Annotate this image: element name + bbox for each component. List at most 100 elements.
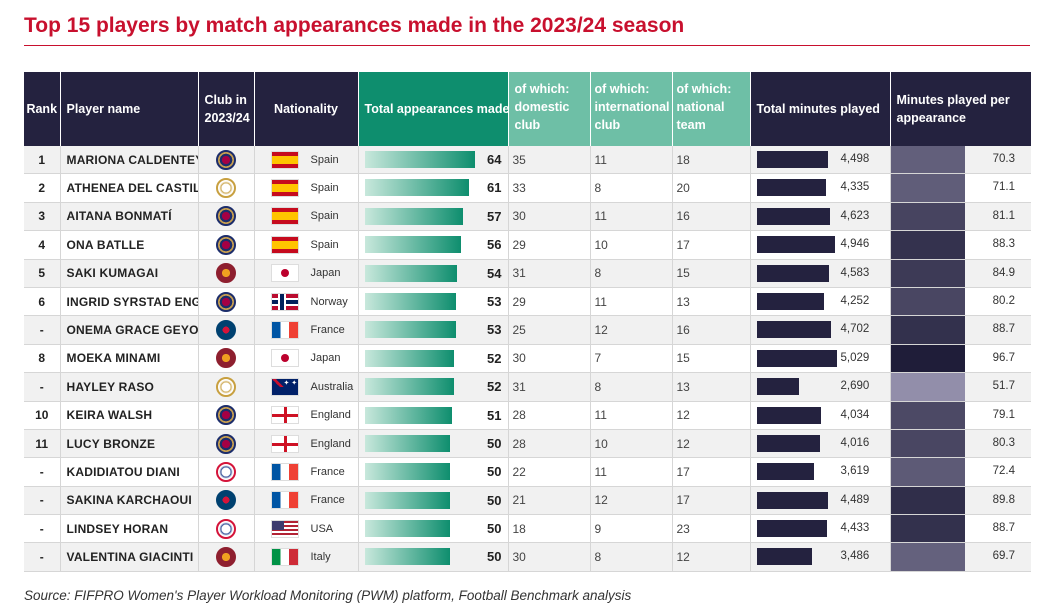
player-name-cell: MARIONA CALDENTEY (60, 146, 199, 175)
minutes-bar (756, 151, 829, 168)
rank-cell: - (24, 486, 61, 516)
table-row: 1 MARIONA CALDENTEY Spain 64 35 11 18 4,498 70.3 (24, 146, 1031, 175)
nationality-cell: Spain (254, 202, 359, 232)
nationality-label: England (310, 409, 351, 422)
roma-crest-icon (216, 348, 236, 369)
nationality-label: France (310, 465, 345, 478)
appearances-value: 57 (487, 208, 502, 224)
national-cell: 16 (672, 202, 751, 232)
table-header-row: Rank Player name Club in 2023/24 Nationa… (24, 72, 1032, 146)
mpa-heat (890, 486, 965, 514)
nationality-label: England (310, 437, 351, 450)
total-appearances-cell: 52 (358, 372, 509, 402)
mpa-value: 70.3 (992, 153, 1015, 165)
nationality-cell: Italy (254, 542, 359, 572)
page-title: Top 15 players by match appearances made… (24, 14, 685, 37)
national-cell: 12 (672, 401, 751, 430)
national-cell: 13 (672, 372, 751, 402)
minutes-cell: 3,619 (750, 457, 891, 487)
player-name-cell: ATHENEA DEL CASTILLO (60, 173, 199, 203)
nationality-cell: England (254, 401, 359, 430)
minutes-value: 4,489 (840, 493, 870, 506)
nationality-cell: France (254, 315, 359, 345)
rank-cell: - (24, 372, 61, 402)
barca-crest-icon (216, 433, 236, 454)
nationality-cell: Japan (254, 259, 359, 288)
nationality-label: Italy (310, 551, 331, 564)
mpa-heat (890, 401, 965, 429)
mpa-cell: 80.3 (890, 429, 1031, 459)
minutes-value: 4,016 (840, 436, 870, 449)
minutes-value: 4,583 (840, 266, 870, 279)
player-name-cell: ONEMA GRACE GEYORO (60, 315, 199, 345)
mpa-heat (890, 316, 965, 344)
minutes-value: 4,946 (840, 238, 870, 251)
rank-cell: 11 (24, 429, 61, 459)
club-cell (198, 401, 255, 430)
minutes-cell: 4,433 (750, 514, 891, 544)
minutes-value: 4,433 (840, 522, 870, 535)
psg-crest-icon (216, 320, 236, 341)
ol-crest-icon (216, 461, 236, 482)
player-name-cell: KADIDIATOU DIANI (60, 457, 199, 487)
table-row: 4 ONA BATLLE Spain 56 29 10 17 4,946 88.3 (24, 230, 1031, 260)
mpa-cell: 88.3 (890, 230, 1031, 260)
mpa-heat (890, 429, 965, 457)
appearances-bar (364, 151, 475, 168)
rank-cell: 2 (24, 173, 61, 203)
minutes-bar (756, 406, 821, 424)
total-appearances-cell: 50 (358, 429, 509, 459)
table-row: 11 LUCY BRONZE England 50 28 10 12 4,016 80.3 (24, 429, 1031, 459)
minutes-bar (756, 520, 827, 538)
flag-icon (270, 349, 299, 368)
nationality-cell: Spain (254, 146, 359, 175)
mpa-cell: 72.4 (890, 457, 1031, 487)
title-divider (24, 45, 1030, 46)
nationality-cell: France (254, 486, 359, 516)
appearances-bar (364, 321, 456, 339)
total-appearances-cell: 57 (358, 202, 509, 232)
international-cell: 11 (590, 146, 673, 175)
nationality-cell: France (254, 457, 359, 487)
domestic-cell: 30 (508, 202, 591, 232)
nationality-label: Japan (310, 352, 341, 365)
mpa-cell: 80.2 (890, 287, 1031, 317)
total-appearances-cell: 52 (358, 344, 509, 374)
appearances-value: 50 (487, 549, 502, 565)
domestic-cell: 35 (508, 146, 591, 175)
nationality-cell: Spain (254, 230, 359, 260)
table-row: 10 KEIRA WALSH England 51 28 11 12 4,034 79.1 (24, 401, 1031, 430)
appearances-value: 54 (487, 265, 502, 281)
rank-cell: - (24, 514, 61, 544)
domestic-cell: 21 (508, 486, 591, 516)
international-cell: 11 (590, 401, 673, 430)
mpa-value: 96.7 (992, 351, 1015, 364)
rank-cell: - (24, 457, 61, 487)
club-cell (198, 315, 255, 345)
international-cell: 10 (590, 230, 673, 260)
header-national: of which: national team (672, 72, 751, 146)
nationality-label: Spain (310, 182, 339, 195)
table-row: - LINDSEY HORAN USA 50 18 9 23 4,433 88.7 (24, 514, 1031, 544)
appearances-bar (364, 491, 451, 509)
club-cell (198, 230, 255, 260)
table-row: - VALENTINA GIACINTI Italy 50 30 8 12 3,486 69.7 (24, 542, 1031, 572)
minutes-bar (756, 491, 828, 509)
nationality-cell: Norway (254, 287, 359, 317)
flag-icon (270, 548, 299, 567)
national-cell: 17 (672, 486, 751, 516)
barca-crest-icon (216, 291, 236, 312)
minutes-value: 4,034 (840, 408, 870, 421)
mpa-cell: 89.8 (890, 486, 1031, 516)
barca-crest-icon (216, 149, 236, 170)
minutes-bar (756, 321, 832, 339)
national-cell: 15 (672, 344, 751, 374)
mpa-value: 88.7 (992, 522, 1015, 535)
flag-icon (270, 321, 299, 340)
mpa-value: 84.9 (992, 266, 1015, 279)
mpa-heat (890, 287, 965, 315)
domestic-cell: 31 (508, 259, 591, 288)
minutes-cell: 4,498 (750, 146, 891, 175)
minutes-cell: 4,583 (750, 259, 891, 288)
minutes-cell: 4,252 (750, 287, 891, 317)
